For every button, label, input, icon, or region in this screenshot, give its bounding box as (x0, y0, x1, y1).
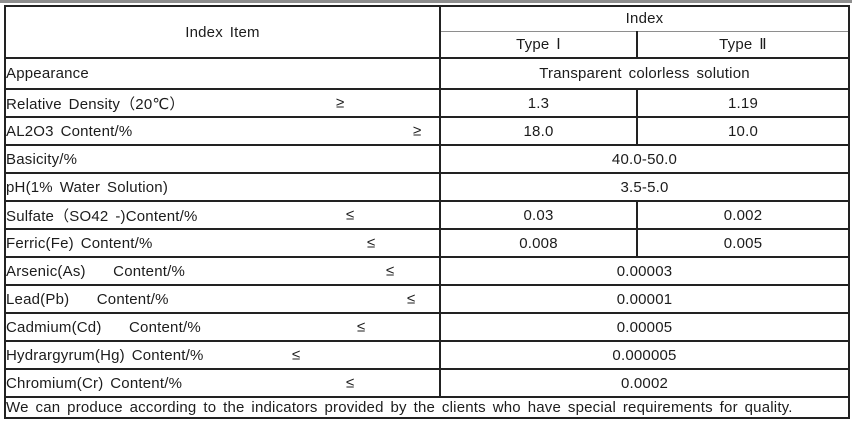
row-label-text: Cadmium(Cd) Content/% (6, 318, 201, 336)
row-label: Hydrargyrum(Hg) Content/% ≤ (4, 340, 441, 370)
value-type-ii: 1.19 (635, 88, 851, 118)
leq-symbol: ≤ (386, 262, 395, 280)
header-type-ii: Type Ⅱ (635, 30, 851, 59)
row-label: pH(1% Water Solution) (4, 172, 441, 202)
value-type-ii: 0.002 (635, 200, 851, 230)
table-row-relative-density: Relative Density（20℃） ≥ 1.3 1.19 (4, 88, 851, 118)
value-span-cell: 3.5-5.0 (438, 172, 851, 202)
table-row-cadmium: Cadmium(Cd) Content/% ≤ 0.00005 (4, 312, 851, 342)
row-label-text: Lead(Pb) Content/% (6, 290, 169, 308)
table-row-chromium: Chromium(Cr) Content/% ≤ 0.0002 (4, 368, 851, 398)
table-row-ferric: Ferric(Fe) Content/% ≤ 0.008 0.005 (4, 228, 851, 258)
value-span-cell: 0.00003 (438, 256, 851, 286)
geq-symbol: ≥ (336, 94, 345, 112)
footer-note: We can produce according to the indicato… (3, 396, 851, 419)
leq-symbol: ≤ (346, 374, 355, 392)
value-span-cell: 0.0002 (438, 368, 851, 398)
row-label-text: Hydrargyrum(Hg) Content/% (6, 346, 204, 364)
row-label-text: Basicity/% (6, 150, 78, 168)
value-type-i: 0.008 (439, 228, 638, 258)
row-label-text: Ferric(Fe) Content/% (6, 234, 153, 252)
header-type-i: Type Ⅰ (439, 30, 638, 59)
row-label: Arsenic(As) Content/% ≤ (4, 256, 441, 286)
row-label-text: Arsenic(As) Content/% (6, 262, 186, 280)
table-row-lead: Lead(Pb) Content/% ≤ 0.00001 (4, 284, 851, 314)
value-type-i: 18.0 (439, 116, 638, 146)
row-label: Appearance (4, 57, 441, 90)
row-label: Sulfate（SO42 -)Content/% ≤ (4, 200, 441, 230)
leq-symbol: ≤ (367, 234, 376, 252)
value-span-cell: 0.00005 (438, 312, 851, 342)
row-label-text: pH(1% Water Solution) (6, 178, 169, 196)
header-row-2: Type Ⅰ Type Ⅱ (5, 30, 851, 59)
row-label: Lead(Pb) Content/% ≤ (4, 284, 441, 314)
table-row-ph: pH(1% Water Solution) 3.5-5.0 (4, 172, 851, 202)
value-span-cell: Transparent colorless solution (438, 57, 851, 90)
row-label: Ferric(Fe) Content/% ≤ (4, 228, 441, 258)
value-span-cell: 0.000005 (438, 340, 851, 370)
table-row-basicity: Basicity/% 40.0-50.0 (4, 144, 851, 174)
value-span-cell: 40.0-50.0 (438, 144, 851, 174)
value-type-ii: 0.005 (635, 228, 851, 258)
table-row-arsenic: Arsenic(As) Content/% ≤ 0.00003 (4, 256, 851, 286)
header-index-item: Index Item (4, 5, 441, 59)
leq-symbol: ≤ (346, 206, 355, 224)
table-row-sulfate: Sulfate（SO42 -)Content/% ≤ 0.03 0.002 (4, 200, 851, 230)
row-label-text: Sulfate（SO42 -)Content/% (6, 207, 198, 225)
row-label: Relative Density（20℃） ≥ (4, 88, 441, 118)
row-label-text: Relative Density（20℃） (6, 95, 185, 113)
table-row-appearance: Appearance Transparent colorless solutio… (4, 57, 851, 90)
value-type-ii: 10.0 (635, 116, 851, 146)
leq-symbol: ≤ (357, 318, 366, 336)
table-row-al2o3-content: AL2O3 Content/% ≥ 18.0 10.0 (4, 116, 851, 146)
value-type-i: 1.3 (439, 88, 638, 118)
row-label-text: Chromium(Cr) Content/% (6, 374, 183, 392)
header-row-1: Index Item Index (4, 5, 851, 59)
product-index-table: Index Item Index Type Ⅰ Type Ⅱ Appearanc… (3, 5, 851, 419)
table-row-footer: We can produce according to the indicato… (3, 396, 851, 419)
header-index: Index (438, 5, 851, 32)
row-label: Chromium(Cr) Content/% ≤ (4, 368, 441, 398)
value-type-i: 0.03 (439, 200, 638, 230)
table-row-hydrargyrum: Hydrargyrum(Hg) Content/% ≤ 0.000005 (4, 340, 851, 370)
row-label-text: Appearance (6, 65, 89, 82)
top-edge-divider (0, 0, 852, 3)
geq-symbol: ≥ (413, 122, 422, 140)
leq-symbol: ≤ (407, 290, 416, 308)
row-label-text: AL2O3 Content/% (6, 122, 133, 140)
row-label: Basicity/% (4, 144, 441, 174)
value-span-cell: 0.00001 (438, 284, 851, 314)
row-label: Cadmium(Cd) Content/% ≤ (4, 312, 441, 342)
leq-symbol: ≤ (292, 346, 301, 364)
row-label: AL2O3 Content/% ≥ (4, 116, 441, 146)
